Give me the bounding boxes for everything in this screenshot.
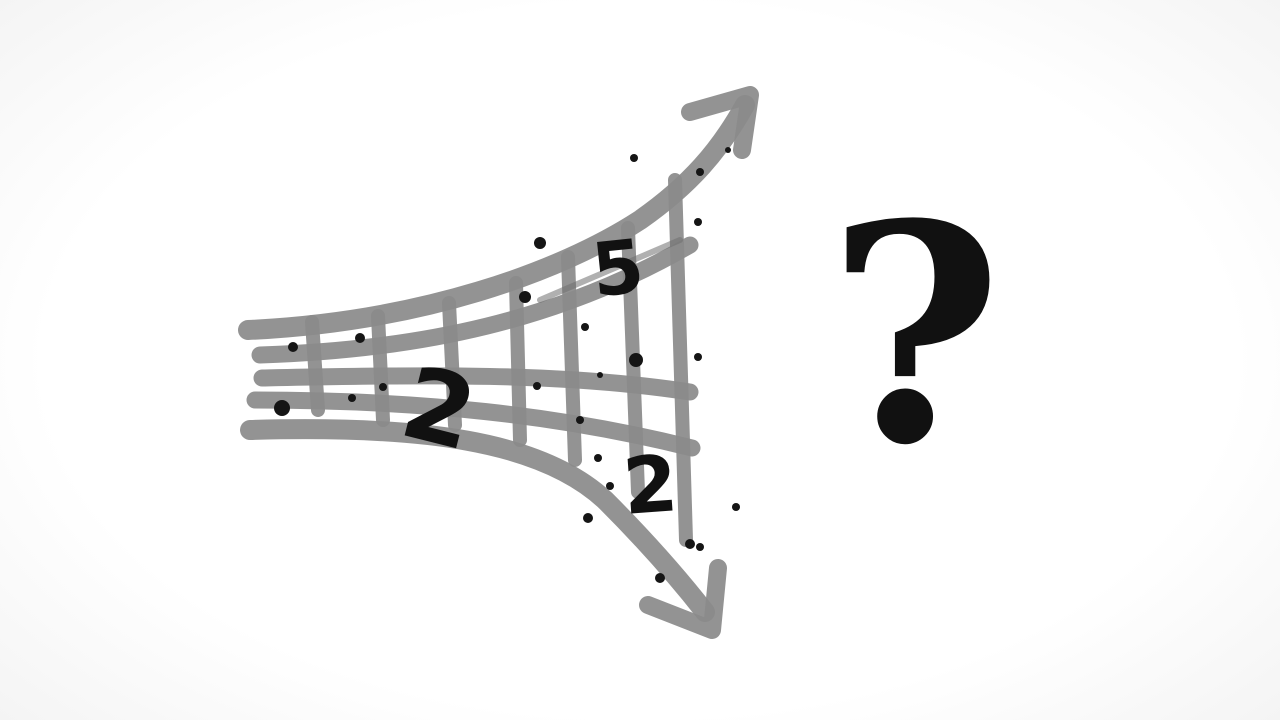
ink-dot xyxy=(696,168,704,176)
ink-dot xyxy=(606,482,614,490)
ink-dot xyxy=(630,154,638,162)
arrow-head-upper-icon xyxy=(681,86,759,159)
grid-cross-lines xyxy=(305,173,693,547)
ink-dot xyxy=(594,454,602,462)
question-mark: ? xyxy=(827,158,1003,511)
grid-cross-2 xyxy=(371,309,390,427)
ink-dot xyxy=(533,382,541,390)
grid-line-bottom xyxy=(240,419,715,622)
ink-dot xyxy=(629,353,643,367)
ink-dot xyxy=(534,237,546,249)
ink-dot xyxy=(685,539,695,549)
ink-dot xyxy=(288,342,298,352)
ink-dot xyxy=(696,543,704,551)
ink-dot xyxy=(694,353,702,361)
number-lower: 2 xyxy=(620,439,680,533)
ink-dot xyxy=(597,372,603,378)
ink-dot xyxy=(519,291,531,303)
ink-dot xyxy=(379,383,387,391)
ink-dot xyxy=(725,147,731,153)
arrow-heads xyxy=(639,86,759,639)
ink-dots xyxy=(274,147,740,583)
ink-dot xyxy=(274,400,290,416)
ink-dot xyxy=(732,503,740,511)
arrow-head-lower-icon xyxy=(639,559,727,639)
grid-cross-5 xyxy=(561,250,582,467)
grid-cross-shade xyxy=(537,237,683,303)
ink-dot xyxy=(576,416,584,424)
ink-dot xyxy=(581,323,589,331)
grid-cross-3 xyxy=(442,296,462,432)
ink-dot xyxy=(694,218,702,226)
ink-dot xyxy=(655,573,665,583)
grid-cross-1 xyxy=(305,315,325,417)
ink-dot xyxy=(583,513,593,523)
number-left: 2 xyxy=(391,343,487,473)
ink-dot xyxy=(348,394,356,402)
grid-cross-4 xyxy=(509,276,527,447)
ink-dot xyxy=(355,333,365,343)
number-upper: 5 xyxy=(588,224,648,315)
